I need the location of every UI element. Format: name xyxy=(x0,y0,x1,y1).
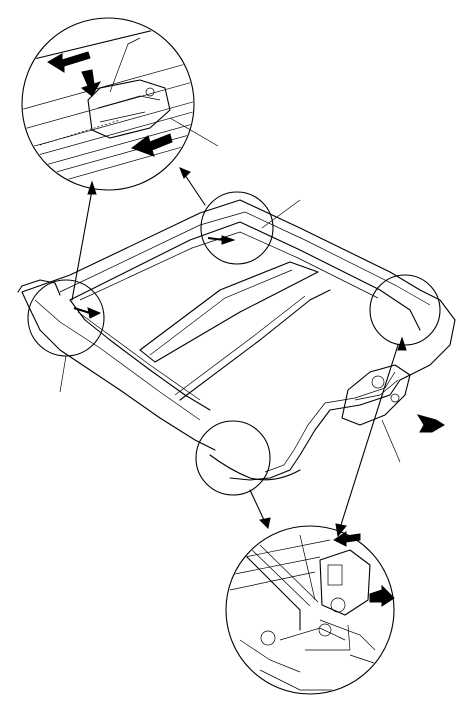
callout-lower-right xyxy=(225,525,395,695)
detail-circle-bottom xyxy=(195,420,271,496)
callout-upper-left xyxy=(21,17,219,191)
left-arrow xyxy=(47,51,91,73)
detail-circle-right xyxy=(369,274,441,346)
curved-arrow xyxy=(333,531,361,547)
large-direction-arrow xyxy=(416,414,445,433)
connector-lines xyxy=(59,167,407,538)
frame-direction-arrows xyxy=(73,235,445,433)
detail-circle-top xyxy=(200,191,274,265)
detail-circles xyxy=(27,191,441,496)
detail-circle-left xyxy=(27,279,105,357)
right-arrow xyxy=(369,584,395,607)
diagonal-arrow xyxy=(130,133,173,157)
down-arrow xyxy=(80,69,102,97)
